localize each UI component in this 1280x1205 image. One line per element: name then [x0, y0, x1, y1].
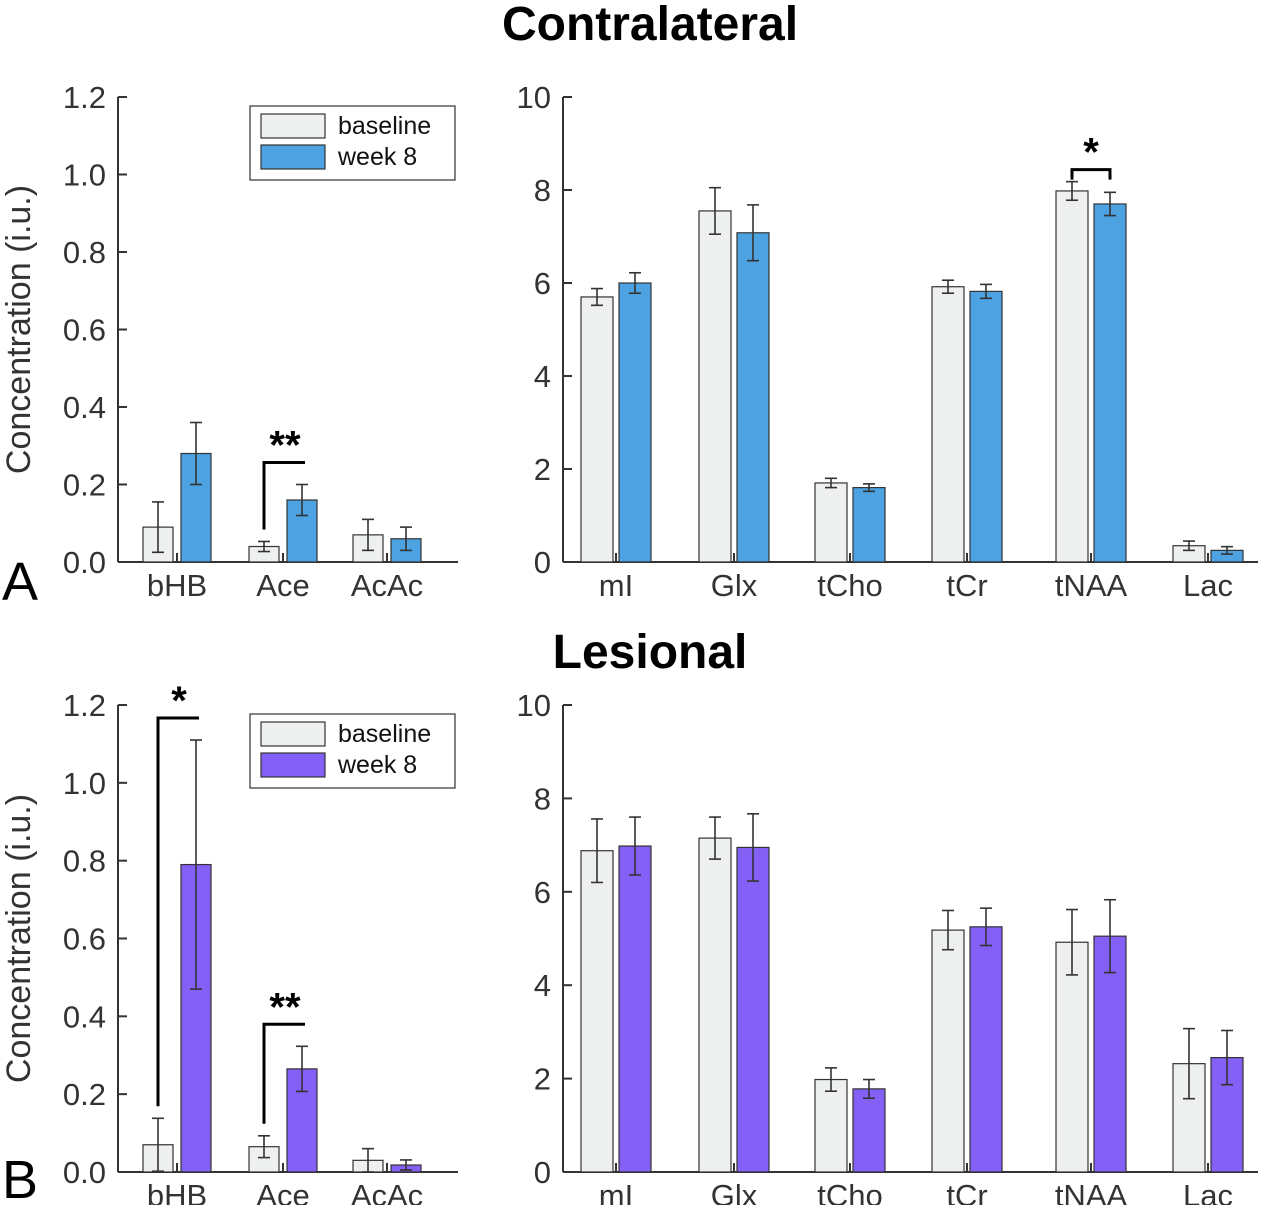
y-tick-label: 10	[517, 688, 551, 723]
legend-label: week 8	[337, 751, 417, 779]
bar	[698, 837, 732, 1173]
y-tick-label: 10	[517, 80, 551, 115]
y-tick-label: 0	[534, 545, 551, 580]
x-tick-label: Lac	[1183, 568, 1233, 603]
y-tick-label: 0.8	[63, 844, 106, 879]
bar	[969, 290, 1003, 563]
significance-label: *	[1083, 131, 1099, 175]
y-tick-label: 1.2	[63, 688, 106, 723]
y-tick-label: 0.6	[63, 922, 106, 957]
significance-bracket	[262, 461, 305, 530]
y-tick-label: 2	[534, 1062, 551, 1097]
significance-label: *	[171, 679, 187, 723]
chart-a-metabolites: 0 2 4 6 8 10 mI Glx tCho tCr tNAA Lac *	[517, 80, 1258, 603]
significance-bracket	[262, 1022, 305, 1124]
y-tick-label: 0.0	[63, 545, 106, 580]
x-tick-label: tCho	[817, 568, 882, 603]
bar	[969, 926, 1003, 1173]
x-tick-label: Ace	[256, 1178, 309, 1205]
significance-bracket	[1070, 168, 1112, 180]
chart-b-metabolites: 0 2 4 6 8 10 mI Glx tCho tCr tNAA Lac	[517, 688, 1258, 1205]
legend: baseline week 8	[249, 105, 456, 181]
y-tick-label: 8	[534, 781, 551, 816]
x-tick-label: bHB	[147, 568, 207, 603]
bar	[931, 286, 965, 563]
y-tick-label: 2	[534, 452, 551, 487]
bar	[580, 296, 614, 563]
y-tick-label: 1.2	[63, 80, 106, 115]
y-tick-label: 0.2	[63, 468, 106, 503]
x-tick-label: AcAc	[351, 568, 423, 603]
y-tick-label: 6	[534, 875, 551, 910]
legend: baseline week 8	[249, 713, 456, 789]
panel-letter-a: A	[2, 552, 38, 612]
y-tick-label: 0.0	[63, 1155, 106, 1190]
x-tick-label: tCr	[946, 568, 987, 603]
y-tick-label: 0.8	[63, 235, 106, 270]
legend-swatch	[260, 113, 326, 139]
bar	[814, 1078, 848, 1173]
y-tick-label: 4	[534, 968, 551, 1003]
x-tick-label: tCr	[946, 1178, 987, 1205]
y-tick-label: 0	[534, 1155, 551, 1190]
bar	[580, 850, 614, 1173]
y-tick-label: 0.2	[63, 1077, 106, 1112]
y-tick-label: 0.4	[63, 999, 106, 1034]
significance-label: **	[269, 985, 301, 1029]
title-lesional: Lesional	[553, 626, 748, 679]
legend-swatch	[260, 144, 326, 170]
legend-label: baseline	[338, 112, 431, 140]
y-axis-label: Concentration (i.u.)	[0, 794, 38, 1083]
bar	[814, 482, 848, 563]
legend-swatch	[260, 752, 326, 778]
x-tick-label: Glx	[711, 1178, 758, 1205]
x-tick-label: mI	[599, 568, 633, 603]
bar	[736, 846, 770, 1173]
x-tick-label: tCho	[817, 1178, 882, 1205]
bar	[1093, 203, 1127, 563]
x-tick-label: tNAA	[1055, 1178, 1128, 1205]
significance-label: **	[269, 424, 301, 468]
legend-label: week 8	[337, 143, 417, 171]
x-tick-label: Glx	[711, 568, 758, 603]
bar	[1055, 190, 1089, 563]
legend-swatch	[260, 721, 326, 747]
y-tick-label: 8	[534, 173, 551, 208]
bar	[852, 1088, 886, 1173]
chart-b-ketones: 0.0 0.2 0.4 0.6 0.8 1.0 1.2 Concentration (i.u.…	[0, 679, 458, 1205]
x-tick-label: mI	[599, 1178, 633, 1205]
bar	[736, 232, 770, 563]
y-tick-label: 0.6	[63, 313, 106, 348]
bar	[931, 929, 965, 1173]
x-tick-label: bHB	[147, 1178, 207, 1205]
x-tick-label: AcAc	[351, 1178, 423, 1205]
y-tick-label: 4	[534, 359, 551, 394]
legend-label: baseline	[338, 720, 431, 748]
bar	[1055, 941, 1089, 1173]
bar	[698, 210, 732, 563]
bar	[618, 845, 652, 1173]
bar	[852, 487, 886, 563]
x-tick-label: Lac	[1183, 1178, 1233, 1205]
bar	[618, 282, 652, 563]
y-tick-label: 0.4	[63, 390, 106, 425]
y-tick-label: 1.0	[63, 766, 106, 801]
y-axis-label: Concentration (i.u.)	[0, 185, 38, 474]
y-tick-label: 1.0	[63, 158, 106, 193]
x-tick-label: tNAA	[1055, 568, 1128, 603]
chart-a-ketones: 0.0 0.2 0.4 0.6 0.8 1.0 1.2 Concentration (i.u.…	[0, 80, 458, 603]
x-tick-label: Ace	[256, 568, 309, 603]
title-contralateral: Contralateral	[502, 0, 798, 51]
y-tick-label: 6	[534, 266, 551, 301]
significance-bracket	[156, 716, 199, 1107]
panel-letter-b: B	[2, 1150, 38, 1205]
